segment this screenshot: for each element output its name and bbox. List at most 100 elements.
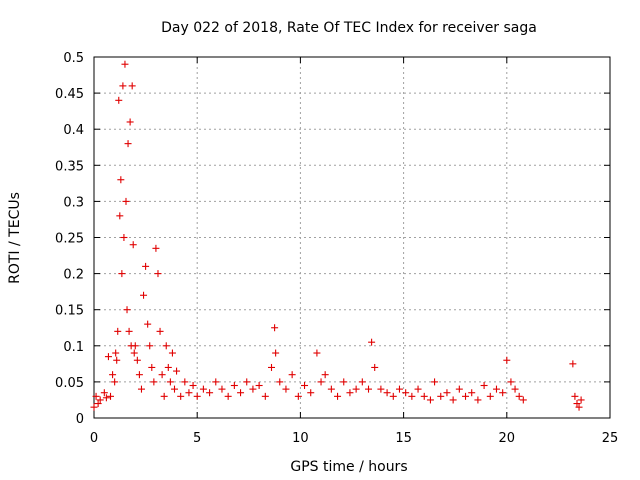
x-tick-label: 20 [499,431,516,446]
data-point [443,389,451,397]
data-point [503,356,511,364]
data-point [144,320,152,328]
data-point [395,385,403,393]
axis-ticks: 0 5 10 15 20 25 0 0.05 0.1 0.15 0.2 0.25 0.3 0.35 0.4 0… [55,51,618,446]
data-point [112,349,120,357]
data-point [437,392,445,400]
data-point [133,356,141,364]
data-point [156,327,164,335]
data-point [124,140,132,148]
data-point [276,378,284,386]
x-tick-label: 10 [292,431,309,446]
data-point [212,378,220,386]
data-point [282,385,290,393]
data-point [120,234,128,241]
data-point [160,392,168,400]
data-point [268,363,276,371]
data-point [193,392,201,400]
data-point [122,197,130,205]
data-point [135,371,143,379]
data-point [131,342,139,350]
data-point [148,363,156,371]
data-point [102,394,110,402]
y-axis-label: ROTI / TECUs [7,192,23,284]
data-point [327,385,335,393]
y-tick-label: 0.5 [63,51,84,66]
y-tick-label: 0.4 [63,123,84,138]
data-point [492,385,500,393]
data-point [123,306,131,314]
data-point [571,392,579,400]
x-tick-label: 15 [395,431,412,446]
data-point [272,349,280,357]
data-point [113,356,121,364]
y-tick-label: 0 [76,412,84,427]
data-point [577,396,585,404]
data-point [462,392,470,400]
data-point [340,378,348,386]
data-point [368,338,376,346]
data-point [173,367,181,375]
data-point [168,349,176,357]
data-point [126,118,134,126]
data-point [449,396,457,404]
data-point [118,270,126,278]
data-point [352,385,360,393]
data-point [114,327,122,335]
data-point [420,392,428,400]
data-point [414,385,422,393]
y-tick-label: 0.1 [63,340,84,355]
data-point [142,262,150,270]
chart-title: Day 022 of 2018, Rate Of TEC Index for r… [161,20,537,36]
data-point [575,403,583,411]
data-point [164,363,172,371]
data-point [499,389,507,397]
data-point [152,244,160,252]
data-point [307,389,315,397]
data-point [100,389,108,397]
y-tick-label: 0.45 [55,87,84,102]
data-point [455,385,463,393]
data-point [104,353,112,361]
grid [94,57,610,418]
data-point [94,400,102,408]
data-point [230,382,238,390]
data-point [294,392,302,400]
data-point [365,385,373,393]
data-point [129,241,137,249]
data-point [109,371,117,379]
data-point [90,403,98,411]
data-point [426,396,434,404]
x-tick-label: 25 [602,431,619,446]
data-point [371,363,379,371]
x-tick-label: 5 [193,431,201,446]
data-point [137,385,145,393]
data-point [243,378,251,386]
data-point [358,378,366,386]
y-tick-label: 0.35 [55,159,84,174]
data-point [158,371,166,379]
data-point [301,382,309,390]
data-point [107,392,115,400]
data-point [317,378,325,386]
data-point [199,385,207,393]
data-point [271,324,279,332]
y-tick-label: 0.2 [63,268,84,283]
data-point [128,82,136,90]
y-tick-label: 0.3 [63,195,84,210]
data-point [189,382,197,390]
data-point [573,400,581,408]
data-point [237,389,245,397]
data-point [313,349,321,357]
y-tick-label: 0.25 [55,232,84,247]
y-tick-label: 0.15 [55,304,84,319]
data-point [166,378,174,386]
data-point [115,96,123,104]
data-point [431,378,439,386]
data-point [117,176,125,184]
data-point [162,342,170,350]
data-point [146,342,154,350]
data-point [389,392,397,400]
